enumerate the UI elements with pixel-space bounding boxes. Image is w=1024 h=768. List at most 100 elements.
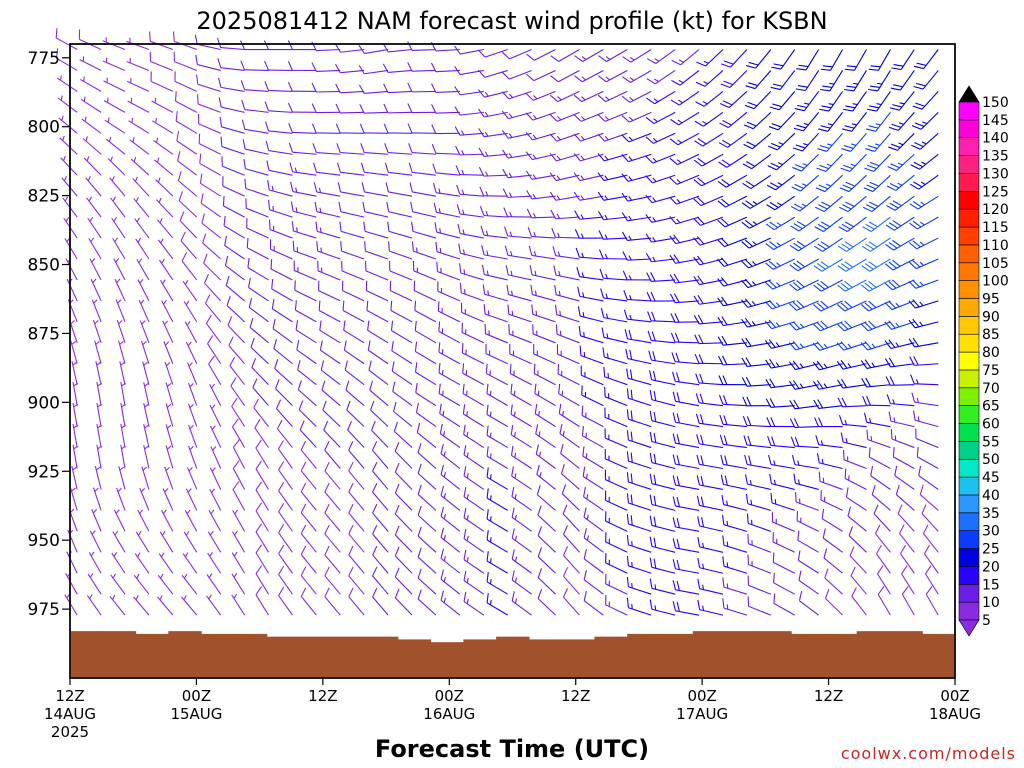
wind-barb	[341, 280, 365, 302]
wind-barb	[391, 361, 413, 386]
wind-barb	[923, 544, 939, 574]
wind-barb	[254, 419, 269, 448]
wind-barb	[311, 123, 341, 134]
wind-barb	[232, 509, 246, 532]
wind-barb	[111, 552, 126, 574]
wind-barb	[537, 526, 556, 553]
wind-barb	[647, 330, 676, 344]
wind-barb	[240, 80, 269, 92]
wind-barb	[392, 381, 413, 407]
colorbar-label: 40	[982, 488, 1000, 504]
wind-barb	[844, 70, 867, 92]
wind-barb	[91, 508, 102, 532]
surface-segment	[233, 633, 268, 678]
wind-barb	[294, 280, 317, 302]
wind-barb	[208, 355, 222, 385]
wind-barb	[744, 454, 771, 470]
wind-barb	[388, 261, 413, 281]
wind-barb	[583, 528, 604, 553]
wind-barb	[843, 91, 867, 112]
wind-barb	[696, 434, 724, 449]
wind-barb	[486, 446, 508, 469]
colorbar-label: 65	[982, 399, 1000, 415]
wind-barb	[597, 111, 628, 122]
colorbar-bin	[958, 583, 980, 603]
wind-barb	[95, 361, 102, 385]
x-tick-date-label: 18AUG	[929, 705, 981, 723]
wind-barb	[526, 208, 556, 219]
wind-barb	[562, 546, 580, 574]
wind-barb	[461, 322, 485, 344]
wind-barb	[438, 321, 461, 344]
wind-barb	[199, 173, 221, 197]
wind-barb	[558, 403, 580, 428]
wind-barb	[205, 314, 222, 344]
wind-barb	[89, 258, 102, 281]
wind-barb	[526, 190, 556, 200]
wind-barb	[300, 587, 317, 616]
wind-barb	[232, 460, 246, 490]
wind-barb	[877, 586, 891, 616]
wind-barb	[486, 593, 508, 616]
wind-barb	[292, 240, 317, 260]
wind-barb	[626, 597, 652, 616]
wind-barb	[900, 544, 915, 574]
wind-barb	[394, 588, 413, 616]
wind-barb	[581, 425, 604, 449]
wind-barb	[884, 258, 915, 271]
wind-barb	[814, 237, 843, 252]
wind-barb	[440, 485, 461, 511]
wind-barb	[693, 174, 724, 187]
wind-barb	[583, 487, 604, 511]
wind-barb	[479, 186, 508, 197]
wind-barb	[764, 299, 795, 310]
wind-barb	[394, 567, 413, 595]
wind-barb	[850, 566, 867, 595]
colorbar-label: 95	[982, 291, 1000, 307]
x-tick-label: 00Z	[940, 687, 969, 705]
wind-barb	[837, 378, 867, 389]
wind-barb	[417, 526, 437, 553]
wind-barb	[511, 549, 532, 574]
wind-barb	[133, 595, 150, 616]
wind-barb	[649, 578, 676, 595]
wind-barb	[96, 423, 103, 448]
wind-barb	[81, 116, 102, 134]
surface-segment	[365, 636, 399, 678]
wind-barb	[181, 573, 198, 595]
wind-barb	[394, 525, 413, 553]
wind-barb	[103, 97, 126, 113]
wind-barb	[765, 378, 795, 389]
wind-barb	[296, 340, 317, 365]
wind-barb	[439, 403, 461, 428]
wind-barb	[796, 49, 820, 71]
wind-barb	[909, 356, 939, 366]
wind-barb	[915, 428, 939, 449]
colorbar-bin	[958, 155, 980, 174]
surface-segment	[561, 639, 596, 678]
wind-barb	[264, 60, 293, 72]
surface-segment	[201, 633, 235, 678]
colorbar-bin	[958, 262, 980, 281]
wind-barb	[335, 83, 365, 94]
wind-barb	[208, 509, 222, 532]
wind-barb	[157, 595, 174, 616]
wind-barb	[157, 573, 174, 595]
wind-barb	[693, 314, 724, 325]
wind-barb	[318, 280, 341, 302]
wind-barb	[670, 90, 700, 106]
wind-barb	[486, 467, 508, 490]
wind-barb	[909, 195, 939, 210]
wind-barb	[432, 183, 460, 197]
wind-barb	[797, 530, 819, 553]
wind-barb	[185, 341, 198, 364]
colorbar-label: 125	[982, 184, 1009, 200]
wind-barb	[747, 554, 772, 574]
wind-barb	[532, 324, 556, 344]
wind-barb	[255, 586, 269, 616]
wind-barb	[670, 111, 700, 126]
wind-barb	[118, 340, 126, 364]
colorbar-bin	[958, 566, 980, 585]
wind-barb	[248, 277, 269, 302]
wind-barb	[742, 174, 772, 190]
